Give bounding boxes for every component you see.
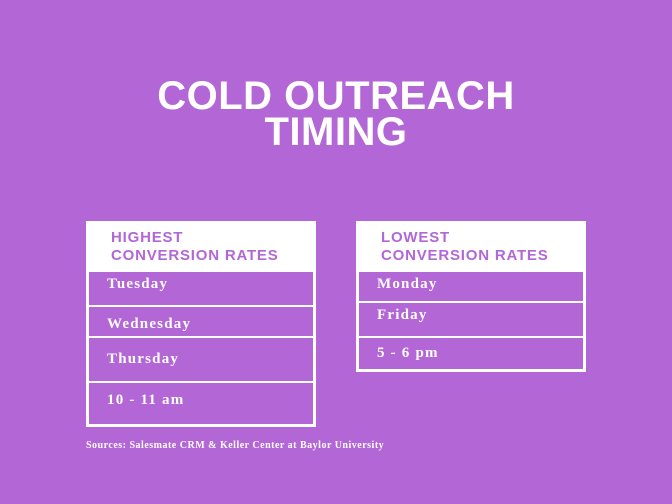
highest-header-line-1: HIGHEST: [111, 229, 184, 246]
highest-header-line-2: CONVERSION RATES: [111, 247, 279, 264]
lowest-header-line-2: CONVERSION RATES: [381, 247, 549, 264]
list-item: Tuesday: [89, 272, 313, 305]
list-item: Wednesday: [89, 307, 313, 336]
title-line-1: COLD OUTREACH: [157, 74, 515, 118]
lowest-conversion-panel: LOWEST CONVERSION RATES Monday Friday 5 …: [356, 221, 586, 372]
page-title: COLD OUTREACH TIMING: [0, 74, 672, 154]
list-item: Thursday: [89, 338, 313, 381]
lowest-header: LOWEST CONVERSION RATES: [359, 221, 583, 272]
highest-conversion-panel: HIGHEST CONVERSION RATES Tuesday Wednesd…: [86, 221, 316, 427]
list-item: 10 - 11 am: [89, 383, 313, 424]
sources-note: Sources: Salesmate CRM & Keller Center a…: [86, 440, 385, 451]
list-item: Monday: [359, 272, 583, 301]
lowest-header-line-1: LOWEST: [381, 229, 450, 246]
list-item: Friday: [359, 303, 583, 336]
list-item: 5 - 6 pm: [359, 338, 583, 369]
highest-header: HIGHEST CONVERSION RATES: [89, 221, 313, 272]
title-line-2: TIMING: [264, 110, 408, 154]
